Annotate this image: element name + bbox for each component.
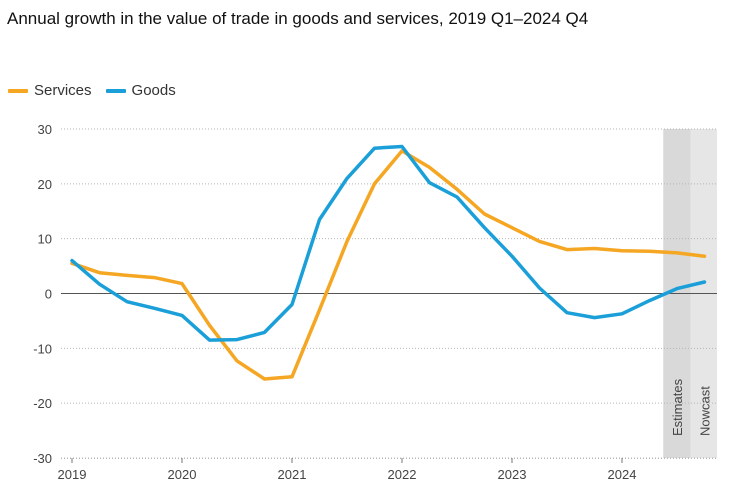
- chart-title: Annual growth in the value of trade in g…: [7, 9, 589, 28]
- legend-swatch-services: [8, 88, 28, 93]
- x-tick-label: 2019: [58, 467, 87, 482]
- x-tick-label: 2024: [608, 467, 637, 482]
- y-tick-label: 10: [38, 232, 52, 247]
- legend-label-goods: Goods: [131, 82, 176, 99]
- band-label-nowcast: Nowcast: [698, 386, 713, 436]
- chart-legend: Services Goods: [8, 82, 176, 99]
- x-tick-label: 2022: [388, 467, 417, 482]
- x-tick-label: 2021: [278, 467, 307, 482]
- y-tick-label: 0: [45, 287, 52, 302]
- y-tick-label: -10: [33, 341, 52, 356]
- series-line-goods: [70, 144, 707, 342]
- y-tick-label: -30: [33, 451, 52, 466]
- legend-item-goods: Goods: [105, 82, 176, 99]
- series-line-services: [70, 149, 707, 381]
- x-tick-label: 2020: [168, 467, 197, 482]
- y-tick-label: 20: [38, 177, 52, 192]
- legend-item-services: Services: [8, 82, 92, 99]
- x-tick-label: 2023: [498, 467, 527, 482]
- y-tick-label: 30: [38, 122, 52, 137]
- y-tick-label: -20: [33, 396, 52, 411]
- legend-label-services: Services: [34, 82, 92, 99]
- band-label-estimates: Estimates: [670, 378, 685, 436]
- legend-swatch-goods: [105, 88, 126, 93]
